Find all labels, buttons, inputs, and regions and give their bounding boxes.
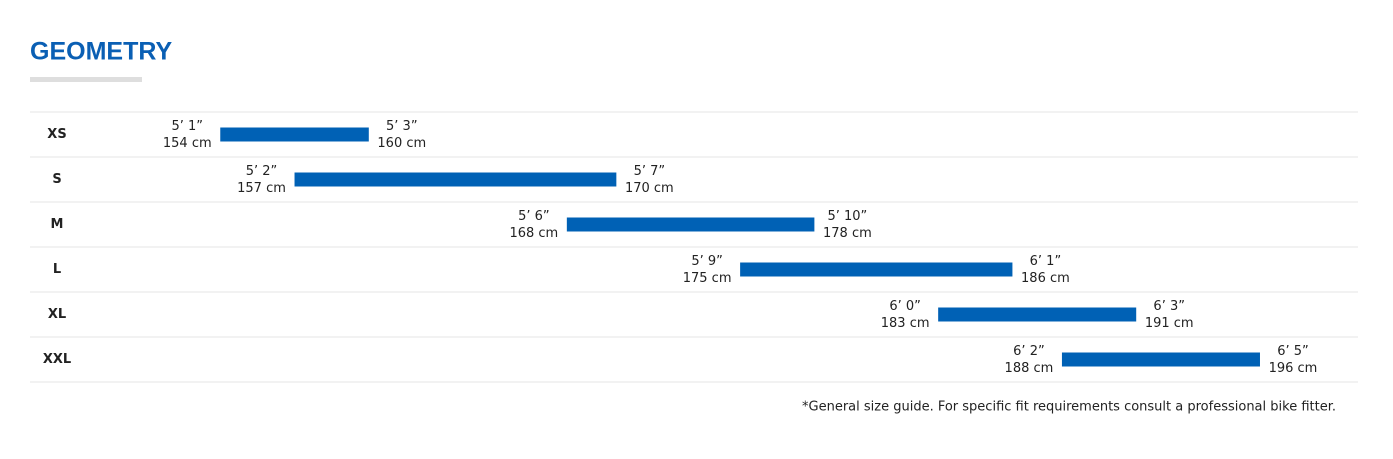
range-bar <box>566 217 815 232</box>
low-imperial-label: 5’ 6” <box>518 209 550 224</box>
low-label: 154 cm <box>163 136 212 151</box>
high-label: 196 cm <box>1269 361 1318 376</box>
high-imperial-label: 5’ 10” <box>827 209 867 224</box>
high-label: 186 cm <box>1021 271 1070 286</box>
chart-title: GEOMETRY <box>30 38 172 66</box>
low-label: 168 cm <box>509 226 558 241</box>
low-imperial-label: 5’ 9” <box>691 254 723 269</box>
low-imperial-label: 6’ 0” <box>889 299 921 314</box>
high-imperial-label: 6’ 1” <box>1030 254 1062 269</box>
high-label: 160 cm <box>377 136 426 151</box>
size-label: XXL <box>43 352 71 367</box>
low-imperial-label: 5’ 2” <box>246 164 278 179</box>
range-bar <box>938 307 1137 322</box>
low-imperial-label: 5’ 1” <box>171 119 203 134</box>
high-imperial-label: 5’ 3” <box>386 119 418 134</box>
size-label: XS <box>47 127 66 142</box>
low-label: 188 cm <box>1005 361 1054 376</box>
size-label: M <box>51 217 64 232</box>
low-imperial-label: 6’ 2” <box>1013 344 1045 359</box>
high-label: 178 cm <box>823 226 872 241</box>
high-imperial-label: 6’ 5” <box>1277 344 1309 359</box>
high-label: 191 cm <box>1145 316 1194 331</box>
high-imperial-label: 5’ 7” <box>634 164 666 179</box>
low-label: 183 cm <box>881 316 930 331</box>
size-label: S <box>52 172 61 187</box>
low-label: 175 cm <box>683 271 732 286</box>
footnote: *General size guide. For specific fit re… <box>802 400 1336 415</box>
size-label: XL <box>48 307 66 322</box>
size-label: L <box>53 262 61 277</box>
high-label: 170 cm <box>625 181 674 196</box>
range-bar <box>1061 352 1260 367</box>
high-imperial-label: 6’ 3” <box>1153 299 1185 314</box>
low-label: 157 cm <box>237 181 286 196</box>
range-bar <box>220 127 369 142</box>
range-bar <box>294 172 617 187</box>
title-underline <box>30 77 142 82</box>
range-bar <box>740 262 1013 277</box>
